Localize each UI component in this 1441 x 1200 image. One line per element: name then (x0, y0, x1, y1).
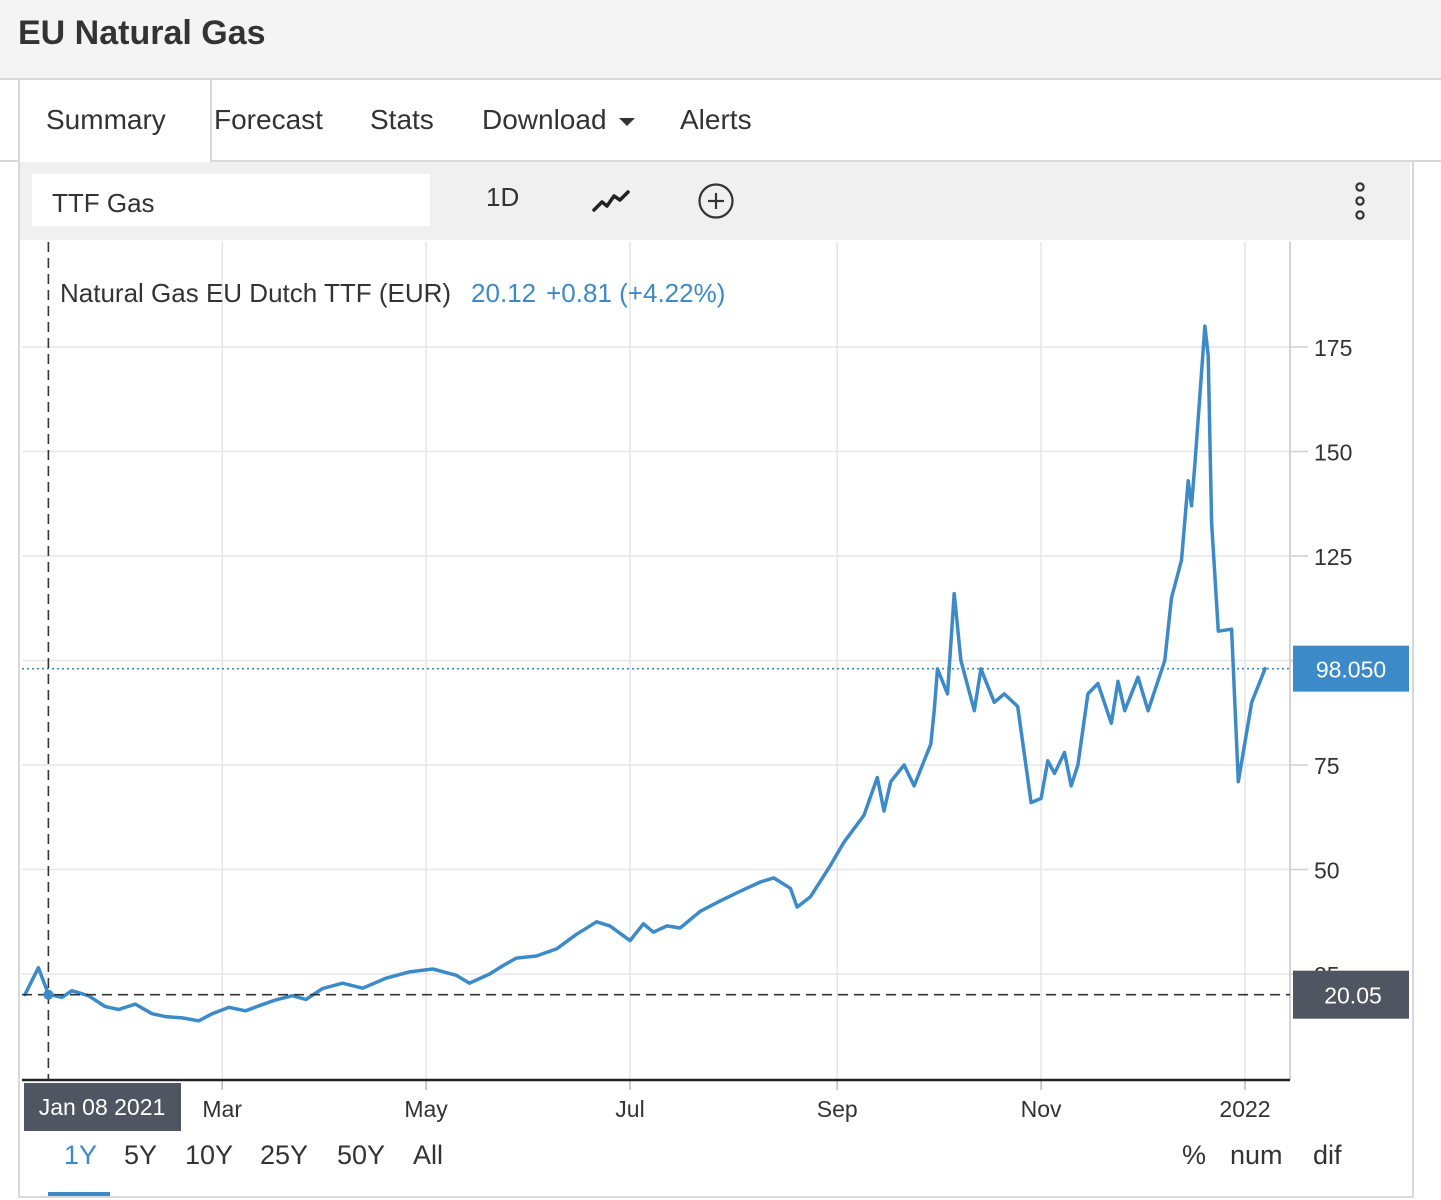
crosshair-price-label: 20.05 (1324, 983, 1382, 1009)
crosshair-date-label: Jan 08 2021 (39, 1094, 166, 1120)
chart-legend: Natural Gas EU Dutch TTF (EUR) 20.12 +0.81… (60, 278, 725, 309)
range-1y[interactable]: 1Y (64, 1140, 98, 1170)
range-5y[interactable]: 5Y (124, 1140, 158, 1170)
mode-percent[interactable]: % (1182, 1140, 1207, 1170)
crosshair-price-badge (1293, 970, 1409, 1019)
range-50y[interactable]: 50Y (337, 1140, 386, 1170)
price-series-line (23, 324, 1267, 1023)
y-tick-label: 175 (1314, 335, 1352, 361)
tab-forecast[interactable]: Forecast (214, 104, 323, 135)
y-tick-label: 75 (1314, 753, 1340, 779)
x-tick-label: May (404, 1096, 448, 1122)
symbol-input[interactable]: TTF Gas (32, 174, 430, 226)
x-tick-label: Mar (202, 1096, 242, 1122)
last-price-label: 98.050 (1316, 657, 1386, 683)
legend-change: +0.81 (+4.22%) (546, 278, 726, 308)
tab-stats[interactable]: Stats (370, 104, 434, 135)
interval-button[interactable]: 1D (486, 182, 520, 212)
active-range-indicator (48, 1192, 110, 1196)
plus-circle-icon[interactable] (697, 182, 735, 220)
chart-toolbar: TTF Gas 1D (20, 162, 1410, 240)
x-tick-label: Sep (817, 1096, 858, 1122)
last-price-badge (1293, 645, 1409, 692)
x-tick-label: Nov (1021, 1096, 1062, 1122)
crosshair-date-badge (24, 1083, 181, 1131)
page-title: EU Natural Gas (18, 14, 266, 52)
tab-alerts[interactable]: Alerts (680, 104, 752, 135)
range-all[interactable]: All (413, 1140, 444, 1170)
chevron-down-icon (618, 117, 635, 126)
crosshair-point (43, 989, 54, 1000)
title-bar: EU Natural Gas (0, 0, 1441, 80)
y-tick-label: 150 (1314, 440, 1352, 466)
range-10y[interactable]: 10Y (185, 1140, 234, 1170)
chart-panel (18, 162, 1414, 1198)
x-tick-label: Jul (615, 1096, 644, 1122)
y-tick-label: 50 (1314, 858, 1340, 884)
y-tick-label: 125 (1314, 544, 1352, 570)
mode-num[interactable]: num (1230, 1140, 1283, 1170)
tab-download[interactable]: Download (482, 80, 635, 160)
legend-series-name: Natural Gas EU Dutch TTF (EUR) (60, 278, 452, 308)
tab-summary[interactable]: Summary (18, 80, 212, 162)
mode-dif[interactable]: dif (1313, 1140, 1342, 1170)
range-25y[interactable]: 25Y (260, 1140, 309, 1170)
more-vertical-icon[interactable] (1348, 180, 1372, 222)
tab-bar: Summary Forecast Stats Download Alerts (0, 80, 1441, 162)
x-tick-label: 2022 (1219, 1096, 1270, 1122)
legend-value: 20.12 (471, 278, 537, 308)
line-chart-icon[interactable] (592, 188, 632, 214)
